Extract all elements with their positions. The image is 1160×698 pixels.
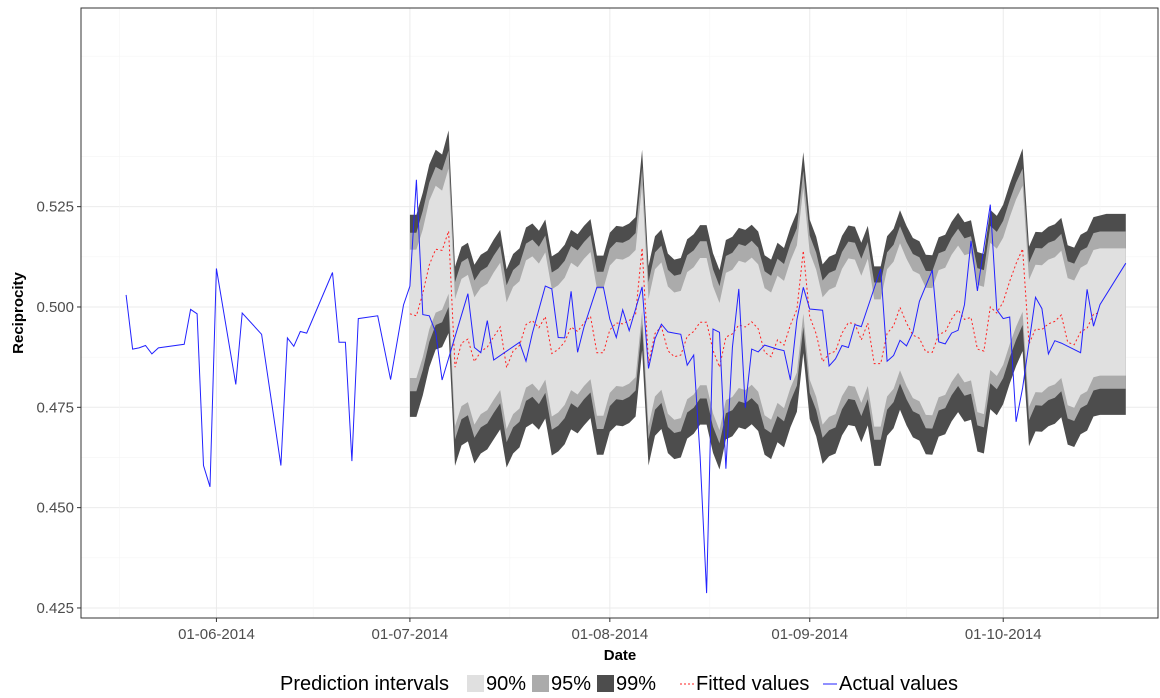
y-tick-label: 0.500 <box>36 299 74 316</box>
x-tick-label: 01-06-2014 <box>178 626 255 643</box>
legend-key-90 <box>467 675 484 692</box>
series-lines <box>125 179 1127 594</box>
legend-label-95: 95% <box>551 673 591 695</box>
plot-border <box>80 7 1159 619</box>
legend-label-90: 90% <box>486 673 526 695</box>
legend-label-actual: Actual values <box>839 673 958 695</box>
y-tick-label: 0.525 <box>36 199 74 216</box>
x-tick-label: 01-10-2014 <box>965 626 1042 643</box>
legend-key-99 <box>597 675 614 692</box>
band-90 <box>409 168 1126 431</box>
legend-title: Prediction intervals <box>280 673 449 695</box>
x-tick-label: 01-09-2014 <box>771 626 848 643</box>
y-axis-title: Reciprocity <box>10 271 27 353</box>
legend-label-fitted: Fitted values <box>696 673 809 695</box>
x-tick-label: 01-07-2014 <box>372 626 449 643</box>
x-axis-ticks: 01-06-2014 01-07-2014 01-08-2014 01-09-2014… <box>178 618 1042 643</box>
legend-key-95 <box>532 675 549 692</box>
y-tick-label: 0.475 <box>36 399 74 416</box>
y-tick-label: 0.425 <box>36 600 74 617</box>
y-axis-ticks: 0.425 0.450 0.475 0.500 0.525 <box>36 199 81 617</box>
prediction-interval-bands <box>409 130 1126 470</box>
y-tick-label: 0.450 <box>36 500 74 517</box>
actual-values-line <box>125 179 1127 594</box>
x-axis-title: Date <box>604 647 637 664</box>
fitted-values-line <box>409 230 1101 370</box>
x-tick-label: 01-08-2014 <box>571 626 648 643</box>
legend-label-99: 99% <box>616 673 656 695</box>
legend: Prediction intervals 90% 95% 99% Fitted valu… <box>280 673 958 695</box>
